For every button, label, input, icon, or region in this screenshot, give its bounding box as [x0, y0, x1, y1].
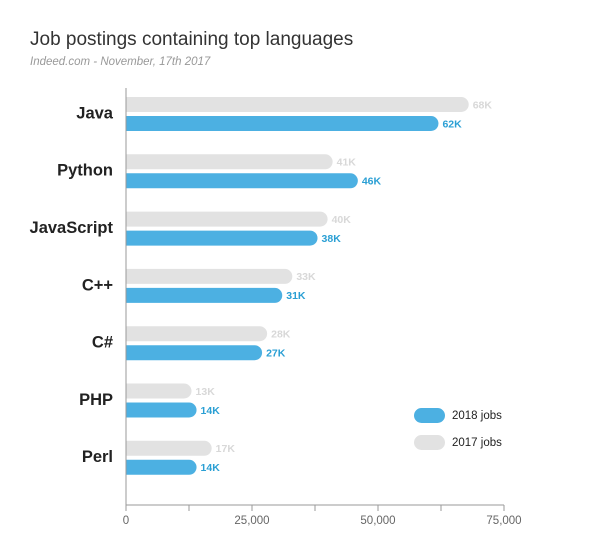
x-tick-label: 25,000 [234, 515, 269, 527]
value-label: 38K [322, 233, 342, 245]
bar [118, 211, 328, 227]
bar [118, 268, 293, 284]
bar [118, 383, 192, 399]
legend-swatch [414, 435, 445, 450]
value-label: 28K [271, 328, 291, 340]
value-label: 13K [196, 386, 216, 398]
bar [118, 287, 283, 303]
x-tick-label: 0 [123, 515, 129, 527]
bar [118, 440, 212, 456]
value-label: 31K [286, 290, 306, 302]
x-tick-label: 75,000 [486, 515, 521, 527]
value-label: 40K [332, 214, 352, 226]
value-label: 68K [473, 99, 493, 111]
category-label: C++ [82, 276, 113, 294]
value-label: 46K [362, 176, 382, 188]
bar [118, 173, 358, 189]
x-tick-label: 50,000 [360, 515, 395, 527]
category-label: Perl [82, 448, 113, 466]
legend-label: 2017 jobs [452, 437, 502, 449]
axis-mask [117, 88, 126, 505]
bar [118, 154, 333, 170]
bar [118, 345, 263, 361]
chart-title: Job postings containing top languages [30, 29, 353, 50]
value-label: 17K [216, 443, 236, 455]
bar [118, 326, 268, 342]
value-label: 14K [201, 405, 221, 417]
category-label: PHP [79, 391, 113, 409]
category-label: C# [92, 334, 113, 352]
category-label: Java [76, 104, 114, 122]
value-label: 33K [296, 271, 316, 283]
legend-swatch [414, 408, 445, 423]
value-label: 41K [337, 157, 357, 169]
chart-subtitle: Indeed.com - November, 17th 2017 [30, 56, 211, 68]
legend-label: 2018 jobs [452, 410, 502, 422]
bar [118, 97, 469, 112]
bar [118, 402, 197, 418]
bar [118, 116, 439, 131]
value-label: 14K [201, 462, 221, 474]
bar [118, 459, 197, 475]
category-label: JavaScript [30, 219, 114, 237]
category-label: Python [57, 162, 113, 180]
value-label: 62K [442, 118, 462, 130]
bar [118, 230, 318, 246]
value-label: 27K [266, 347, 286, 359]
